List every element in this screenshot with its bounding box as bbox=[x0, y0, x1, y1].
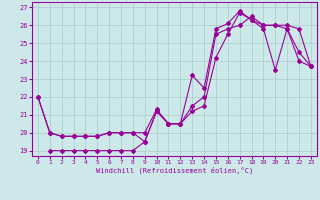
X-axis label: Windchill (Refroidissement éolien,°C): Windchill (Refroidissement éolien,°C) bbox=[96, 167, 253, 174]
